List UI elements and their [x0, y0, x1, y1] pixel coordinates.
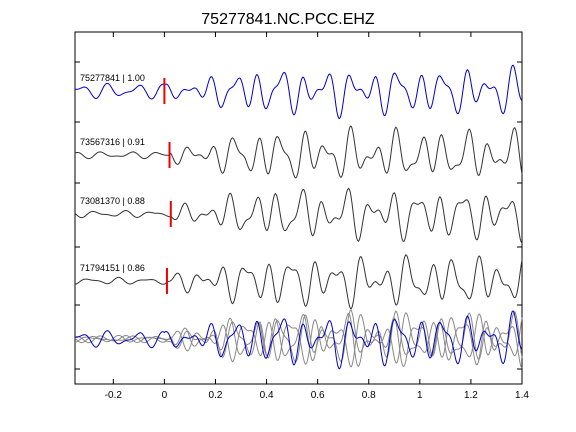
- trace-line: [74, 254, 523, 310]
- trace-label: 71794151 | 0.86: [80, 263, 145, 273]
- x-tick-label: 0.2: [209, 390, 223, 401]
- plot-frame: [74, 31, 523, 385]
- x-tick-label: 1.4: [515, 390, 529, 401]
- trace-1: 75277841 | 1.00: [74, 64, 523, 120]
- trace-label: 73081370 | 0.88: [80, 196, 145, 206]
- trace-line: [74, 125, 523, 179]
- trace-line: [74, 187, 523, 244]
- x-tick-label: 0: [162, 390, 168, 401]
- stacked-traces: [74, 309, 523, 370]
- trace-line: [74, 64, 523, 120]
- y-axis-ticks: [75, 61, 522, 370]
- x-tick-label: -0.2: [105, 390, 123, 401]
- x-tick-label: 0.8: [362, 390, 376, 401]
- trace-group: 75277841 | 1.00 73567316 | 0.91 73081370 |…: [74, 64, 523, 310]
- stacked-trace-line: [74, 309, 523, 363]
- chart-title: 75277841.NC.PCC.EHZ: [201, 11, 375, 28]
- trace-3: 73081370 | 0.88: [74, 187, 523, 244]
- stacked-trace-line: [74, 310, 523, 370]
- trace-2: 73567316 | 0.91: [74, 125, 523, 179]
- stacked-trace-line: [74, 312, 523, 369]
- trace-4: 71794151 | 0.86: [74, 254, 523, 310]
- x-tick-label: 0.4: [260, 390, 274, 401]
- x-tick-label: 1.2: [464, 390, 478, 401]
- trace-label: 75277841 | 1.00: [80, 73, 145, 83]
- trace-label: 73567316 | 0.91: [80, 137, 145, 147]
- x-tick-label: 1: [417, 390, 423, 401]
- x-axis: -0.2 0 0.2 0.4 0.6 0.8 1 1.2 1.4: [105, 32, 529, 401]
- x-tick-label: 0.6: [311, 390, 325, 401]
